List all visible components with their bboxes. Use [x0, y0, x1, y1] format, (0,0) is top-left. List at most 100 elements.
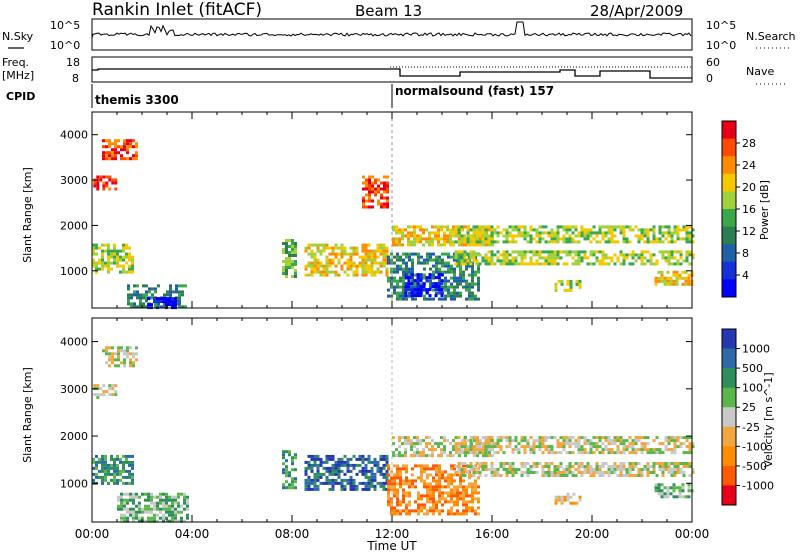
power-cell: [422, 288, 426, 292]
velocity-cell: [583, 439, 587, 443]
power-cell: [282, 272, 285, 275]
power-cell: [362, 202, 365, 206]
power-cell: [131, 264, 134, 268]
velocity-cell: [426, 500, 429, 504]
velocity-cell: [423, 494, 426, 498]
power-cell: [343, 270, 347, 274]
velocity-cell: [472, 451, 476, 455]
power-cell: [487, 240, 491, 244]
velocity-cell: [472, 474, 476, 477]
velocity-cell: [589, 465, 593, 468]
velocity-cell: [343, 454, 347, 458]
velocity-cell: [667, 465, 671, 468]
velocity-cell: [482, 445, 485, 449]
velocity-cell: [171, 507, 174, 511]
power-cell: [643, 250, 647, 254]
velocity-cell: [92, 478, 95, 482]
velocity-cell: [444, 500, 447, 504]
power-cell: [499, 253, 503, 257]
velocity-cell: [481, 462, 485, 465]
velocity-cell: [346, 466, 350, 470]
velocity-cell: [568, 442, 572, 446]
power-cell: [107, 249, 110, 253]
power-cell: [661, 256, 665, 260]
power-cell: [405, 297, 408, 301]
velocity-cell: [688, 448, 692, 452]
velocity-cell: [655, 451, 659, 455]
velocity-cell: [117, 358, 120, 362]
power-cell: [417, 258, 420, 262]
velocity-cell: [387, 488, 390, 492]
velocity-cell: [340, 484, 344, 488]
velocity-cell: [411, 485, 414, 489]
velocity-cell: [328, 487, 332, 491]
velocity-cell: [307, 454, 311, 458]
velocity-cell: [672, 489, 676, 493]
power-cell: [142, 296, 145, 300]
power-cell: [367, 255, 371, 259]
power-cell: [580, 250, 584, 254]
velocity-cell: [396, 491, 399, 495]
power-cell: [425, 279, 429, 283]
power-cell: [398, 240, 401, 244]
velocity-cell: [450, 494, 453, 498]
power-cell: [464, 243, 467, 247]
power-cell: [383, 190, 386, 194]
velocity-cell: [490, 471, 494, 474]
velocity-cell: [598, 471, 602, 474]
power-cell: [319, 249, 323, 253]
power-cell: [387, 258, 390, 262]
velocity-cell: [162, 513, 165, 517]
velocity-cell: [177, 495, 180, 499]
power-cell: [95, 264, 98, 268]
power-cell: [419, 234, 422, 238]
power-cell: [553, 250, 557, 254]
nsky-trace: [91, 21, 692, 49]
power-cell: [123, 145, 126, 149]
velocity-cell: [111, 361, 114, 365]
power-cell: [601, 225, 605, 229]
velocity-cell: [477, 512, 480, 516]
velocity-cell: [520, 439, 524, 443]
power-cell: [484, 234, 488, 238]
velocity-cell: [673, 471, 677, 474]
velocity-cell: [511, 451, 515, 455]
power-cell: [471, 276, 474, 280]
power-cell: [147, 297, 150, 301]
velocity-cell: [556, 445, 560, 449]
velocity-cell: [687, 486, 691, 490]
power-cell: [640, 259, 644, 263]
velocity-cell: [116, 457, 119, 461]
velocity-cell: [438, 485, 441, 489]
power-cell: [404, 273, 408, 277]
velocity-cell: [481, 465, 485, 468]
velocity-cell: [417, 497, 420, 501]
velocity-cell: [398, 439, 401, 443]
velocity-cell: [367, 475, 371, 479]
velocity-cell: [471, 506, 474, 510]
power-cell: [364, 243, 368, 247]
power-cell: [368, 187, 371, 191]
velocity-cell: [441, 491, 444, 495]
velocity-cell: [660, 495, 664, 499]
velocity-cell: [660, 492, 664, 496]
power-cell: [664, 231, 668, 235]
power-cell: [538, 237, 542, 241]
power-cell: [444, 252, 447, 256]
power-cell: [334, 270, 338, 274]
velocity-cell: [376, 481, 380, 485]
velocity-cell: [99, 387, 103, 391]
power-cell: [640, 253, 644, 257]
velocity-cell: [186, 513, 189, 517]
power-cell: [423, 273, 426, 277]
velocity-cell: [685, 451, 689, 455]
velocity-cell: [171, 513, 174, 517]
velocity-cell: [583, 465, 587, 468]
velocity-cell: [310, 457, 314, 461]
power-cell: [431, 225, 434, 229]
velocity-cell: [562, 442, 566, 446]
velocity-cell: [367, 481, 371, 485]
velocity-cell: [517, 451, 521, 455]
power-cell: [135, 145, 138, 149]
velocity-cell: [337, 469, 341, 473]
